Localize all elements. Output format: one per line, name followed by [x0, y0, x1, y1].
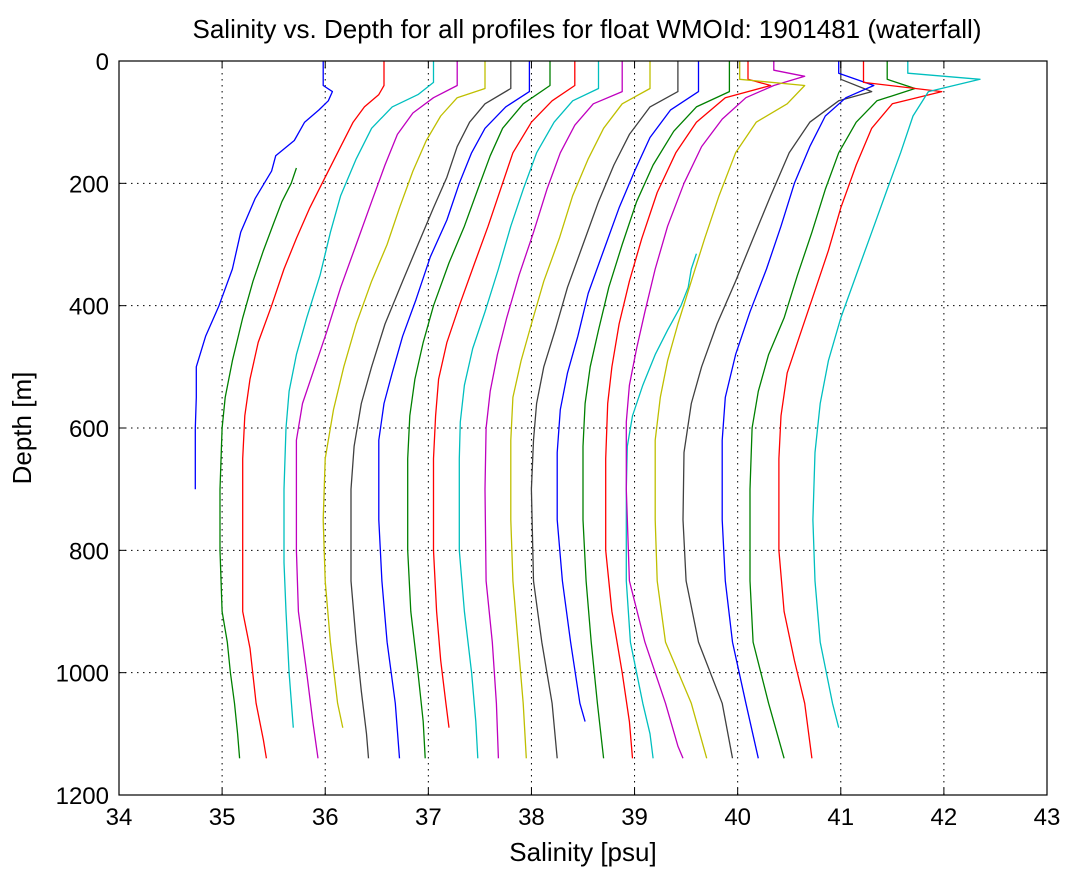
x-tick-label: 42 [931, 804, 958, 831]
x-tick-label: 35 [209, 804, 236, 831]
salinity-profile-line [484, 61, 623, 759]
y-axis-label: Depth [m] [7, 372, 37, 485]
y-tick-label: 600 [69, 416, 109, 443]
y-axis-ticks: 0 200 400 600 800 1000 1200 [56, 49, 1047, 810]
y-tick-label: 400 [69, 294, 109, 321]
salinity-profile-line [625, 61, 806, 759]
x-tick-label: 34 [106, 804, 133, 831]
salinity-profile-line [458, 61, 600, 759]
x-tick-label: 41 [827, 804, 854, 831]
salinity-profile-line [283, 61, 435, 728]
salinity-profile-line [295, 61, 458, 759]
y-tick-label: 200 [69, 171, 109, 198]
salinity-profile-line [219, 167, 298, 759]
y-tick-label: 1000 [56, 661, 109, 688]
x-axis-label: Salinity [psu] [509, 837, 656, 867]
salinity-profile-line [378, 61, 531, 759]
salinity-profile-line [350, 61, 512, 759]
x-tick-label: 40 [724, 804, 751, 831]
y-tick-label: 1200 [56, 783, 109, 810]
salinity-profile-line [510, 61, 651, 759]
salinity-profile-line [407, 61, 551, 759]
salinity-profile-line [582, 61, 731, 759]
salinity-profile-line [556, 61, 700, 722]
salinity-profile-line [242, 61, 385, 759]
profile-lines [194, 61, 981, 759]
salinity-profile-line [432, 61, 576, 728]
x-tick-label: 39 [621, 804, 648, 831]
y-tick-label: 0 [96, 49, 109, 76]
x-tick-label: 36 [312, 804, 339, 831]
salinity-profile-line [749, 61, 916, 759]
salinity-profile-line [654, 61, 806, 759]
salinity-profile-line [812, 61, 981, 728]
chart-title: Salinity vs. Depth for all profiles for … [193, 14, 982, 44]
x-tick-label: 38 [518, 804, 545, 831]
salinity-profile-line [530, 61, 679, 759]
salinity-profile-line [721, 61, 875, 759]
x-axis-ticks: 34 35 36 37 38 39 40 41 42 43 [106, 61, 1061, 831]
salinity-profile-line [322, 61, 486, 728]
x-tick-label: 43 [1034, 804, 1061, 831]
salinity-profile-line [194, 61, 334, 490]
salinity-profile-line [605, 61, 772, 759]
salinity-profile-line [625, 253, 698, 759]
y-tick-label: 800 [69, 538, 109, 565]
x-tick-label: 37 [415, 804, 442, 831]
salinity-profile-line [778, 61, 943, 759]
salinity-profile-line [682, 61, 873, 759]
